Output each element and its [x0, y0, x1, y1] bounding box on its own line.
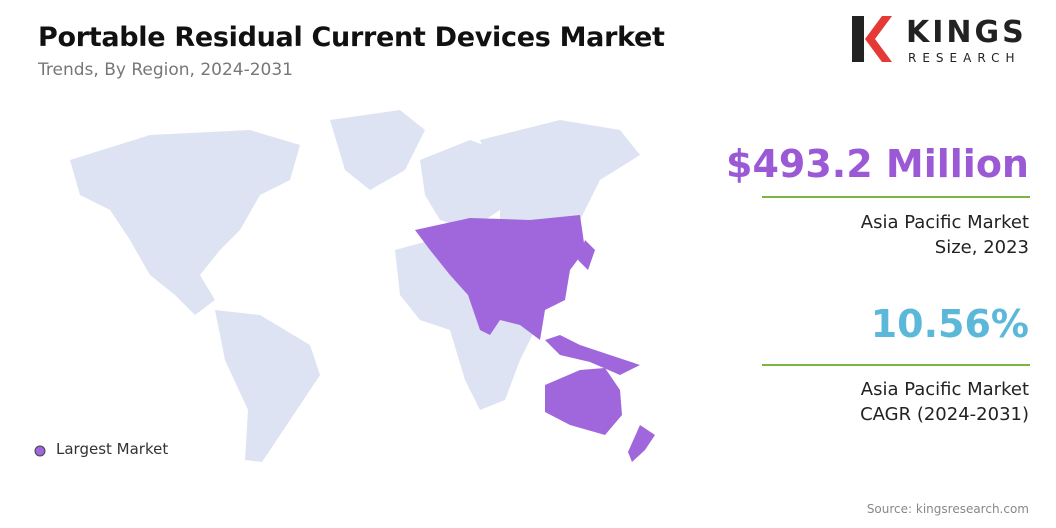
- world-map: [70, 110, 655, 462]
- subtitle: Trends, By Region, 2024-2031: [38, 60, 293, 80]
- title: Portable Residual Current Devices Market: [38, 22, 665, 53]
- divider: [762, 196, 1030, 198]
- stat-label-line: CAGR (2024-2031): [860, 404, 1029, 425]
- legend-label: Largest Market: [56, 440, 169, 458]
- stat-value: $493.2 Million: [726, 142, 1029, 186]
- stat-label-line: Size, 2023: [934, 237, 1029, 258]
- stat-label-line: Asia Pacific Market: [860, 379, 1029, 400]
- stat-label-line: Asia Pacific Market: [860, 212, 1029, 233]
- legend-marker: [34, 445, 46, 457]
- logo-name: KINGS: [906, 15, 1027, 50]
- stat-label: Asia Pacific Market Size, 2023: [861, 210, 1029, 260]
- logo: KINGS RESEARCH: [852, 15, 1027, 65]
- logo-tagline: RESEARCH: [908, 51, 1020, 65]
- stat-value: 10.56%: [870, 302, 1029, 346]
- divider: [762, 364, 1030, 366]
- stat-label: Asia Pacific Market CAGR (2024-2031): [860, 377, 1029, 427]
- source: Source: kingsresearch.com: [866, 502, 1029, 516]
